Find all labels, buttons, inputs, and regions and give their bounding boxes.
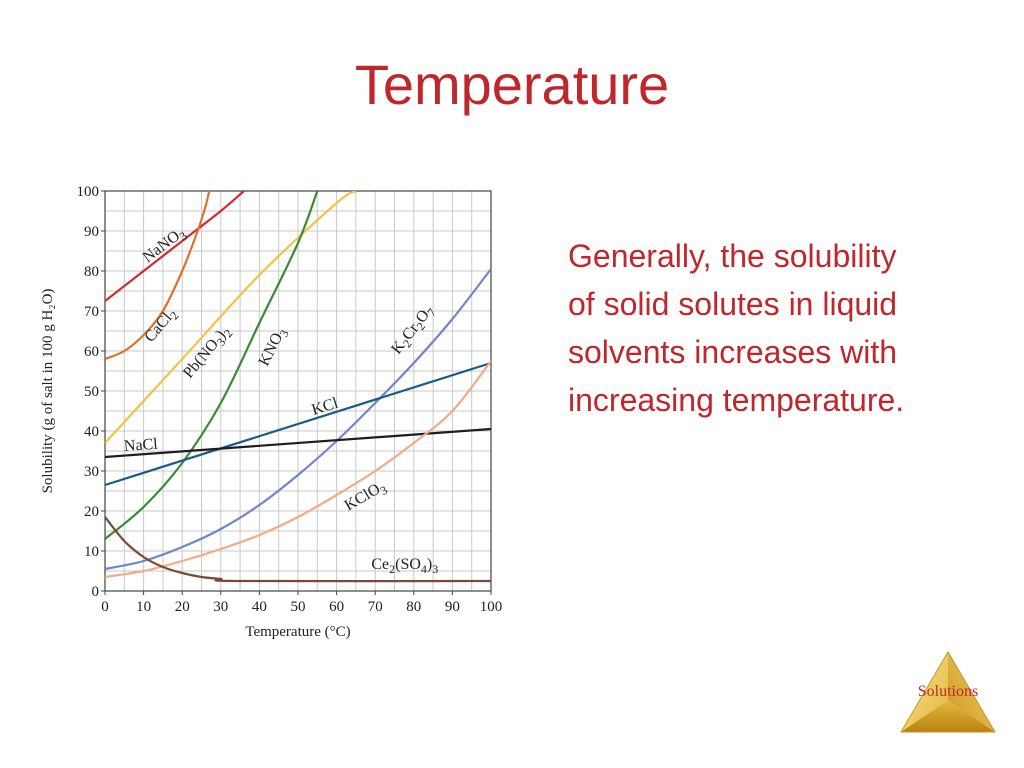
- solutions-nav-button[interactable]: Solutions: [898, 650, 998, 736]
- series-line-CaCl2: [105, 191, 211, 361]
- y-tick-label: 40: [84, 424, 99, 440]
- x-axis-label: Temperature (°C): [245, 624, 350, 640]
- x-tick-label: 0: [101, 599, 109, 615]
- x-tick-label: 100: [480, 599, 503, 615]
- series-line-KNO3: [105, 191, 319, 540]
- y-tick-label: 80: [84, 264, 99, 280]
- series-label-KCl: KCl: [310, 395, 341, 419]
- x-tick-label: 50: [291, 599, 306, 615]
- pyramid-icon: [900, 651, 996, 733]
- y-tick-label: 20: [84, 504, 99, 520]
- slide-title: Temperature: [354, 53, 670, 116]
- series-line-K2Cr2O7: [105, 268, 491, 571]
- y-tick-label: 90: [84, 224, 99, 240]
- x-tick-label: 80: [406, 599, 421, 615]
- y-tick-label: 0: [92, 584, 100, 600]
- solubility-chart: 0 10 20 30 40 50 60 70 80 90 100 0 10 20 30 40 50 60 70 80 9…: [30, 170, 520, 650]
- y-tick-label: 60: [84, 344, 99, 360]
- x-tick-label: 90: [445, 599, 460, 615]
- x-tick-label: 70: [368, 599, 383, 615]
- series-line-KClO3: [105, 360, 491, 579]
- series-label-NaCl: NaCl: [123, 436, 158, 455]
- series-line-Pb(NO3)2: [105, 191, 357, 444]
- nav-label: Solutions: [917, 683, 979, 700]
- y-axis-label: Solubility (g of salt in 100 g H₂O): [40, 289, 56, 494]
- y-tick-label: 100: [77, 184, 100, 200]
- chart-svg: 0 10 20 30 40 50 60 70 80 90 100 0 10 20 30 40 50 60 70 80 9…: [40, 184, 503, 640]
- x-tick-label: 30: [213, 599, 228, 615]
- x-tick-label: 10: [136, 599, 151, 615]
- series-label-KNO3: KNO3: [256, 325, 292, 370]
- y-tick-label: 10: [84, 544, 99, 560]
- x-tick-label: 20: [175, 599, 190, 615]
- series-label-Ce2(SO4)3: Ce2(SO4)3: [371, 556, 438, 576]
- series-label-K2Cr2O7: K2Cr2O7: [388, 302, 439, 359]
- series-line-Ce2(SO4)3: [105, 516, 491, 583]
- y-tick-label: 50: [84, 384, 99, 400]
- y-tick-label: 30: [84, 464, 99, 480]
- x-tick-label: 40: [252, 599, 267, 615]
- body-text: Generally, the solubility of solid solut…: [568, 238, 905, 418]
- series-line-KCl: [105, 361, 491, 487]
- y-tick-label: 70: [84, 304, 99, 320]
- x-tick-label: 60: [329, 599, 344, 615]
- series-line-NaNO3: [105, 191, 245, 302]
